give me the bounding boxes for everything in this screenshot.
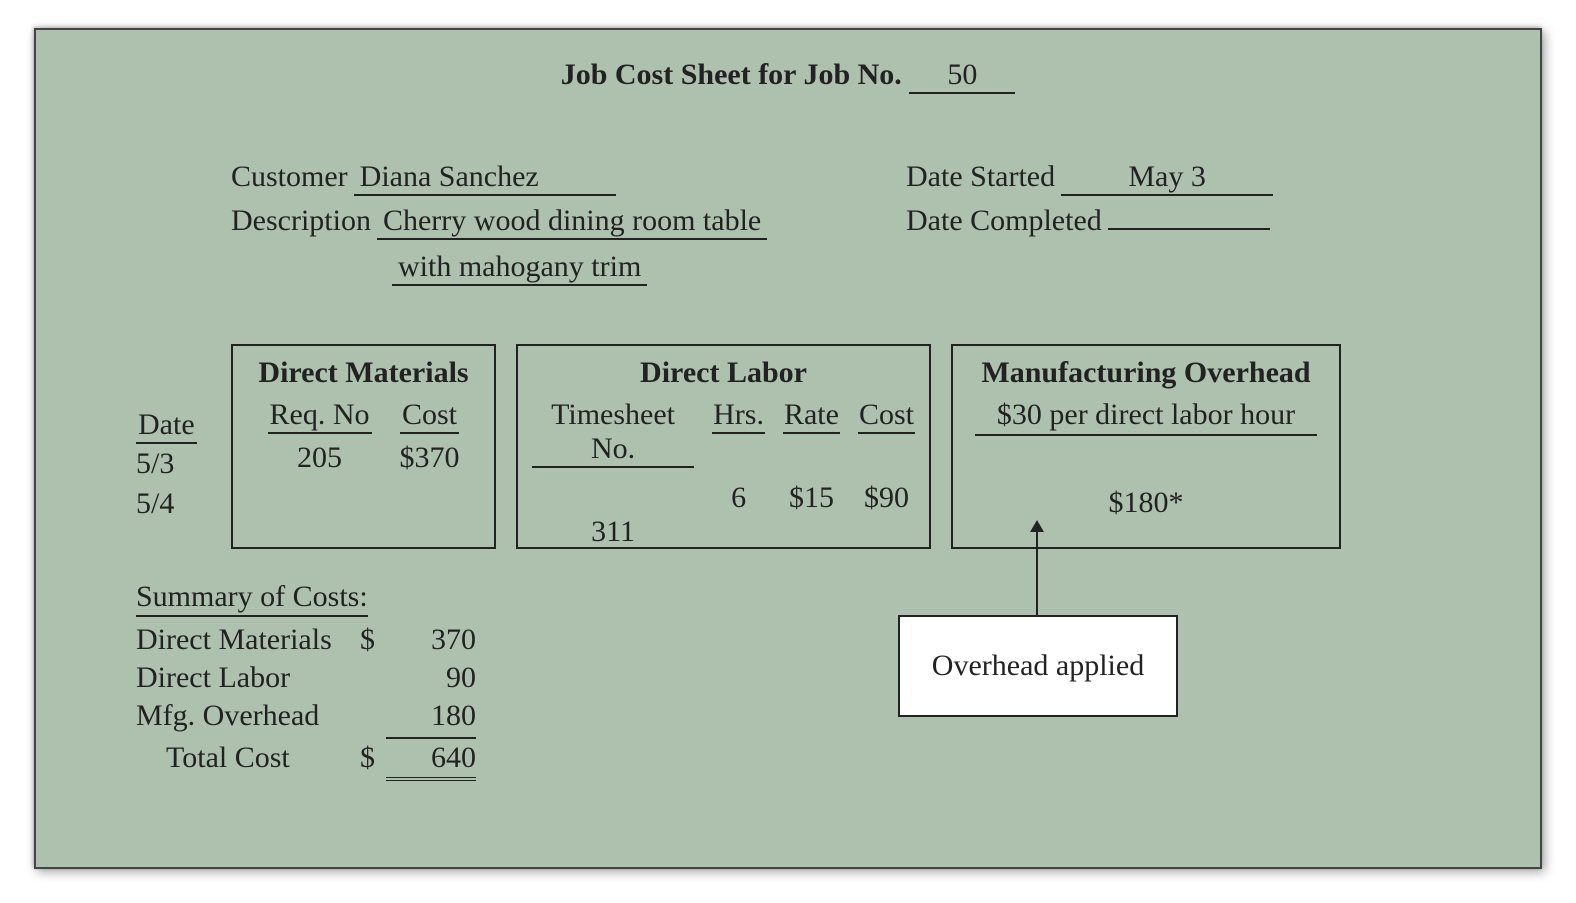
dl-hrs-1: 6 (712, 478, 765, 518)
customer-label: Customer (231, 160, 348, 194)
sum-total-cur: $ (356, 741, 386, 775)
overhead-subtitle: $30 per direct labor hour (975, 398, 1317, 436)
dl-col-cost: Cost $90 (858, 398, 915, 552)
overhead-title: Manufacturing Overhead (953, 356, 1339, 390)
dl-col-tsno: Timesheet No. 311 (532, 398, 694, 552)
dm-cost-0: $370 (400, 438, 460, 478)
date-completed-label: Date Completed (906, 204, 1102, 238)
dm-reqno-1 (268, 478, 372, 518)
description-row-2: with mahogany trim (231, 248, 1435, 286)
summary-block: Summary of Costs: Direct Materials $ 370… (136, 580, 476, 781)
sum-total-amt: 640 (386, 737, 476, 781)
sheet-title-prefix: Job Cost Sheet for Job No. (561, 58, 902, 91)
dl-cost-header: Cost (858, 398, 915, 434)
date-row-0: 5/3 (136, 444, 216, 484)
dl-col-rate: Rate $15 (783, 398, 840, 552)
overhead-box: Manufacturing Overhead $30 per direct la… (951, 344, 1341, 549)
dm-reqno-header: Req. No (268, 398, 372, 434)
dm-col-cost: Cost $370 (400, 398, 460, 518)
overhead-applied-callout: Overhead applied (898, 615, 1178, 717)
sum-total-label: Total Cost (136, 741, 356, 775)
summary-title: Summary of Costs: (136, 580, 368, 617)
dl-cost-1: $90 (858, 478, 915, 518)
sheet-title: Job Cost Sheet for Job No. 50 (36, 58, 1540, 94)
description-label: Description (231, 204, 371, 238)
header-dates: Date Started May 3 Date Completed (906, 160, 1273, 246)
date-column: Date 5/3 5/4 (136, 408, 216, 524)
sum-cur-0: $ (356, 623, 386, 657)
summary-table: Direct Materials $ 370 Direct Labor 90 M… (136, 623, 476, 781)
dl-cost-0 (858, 438, 915, 478)
dl-rate-0 (783, 438, 840, 478)
page: Job Cost Sheet for Job No. 50 Customer D… (0, 0, 1576, 903)
dm-cost-1 (400, 478, 460, 518)
sheet-job-number: 50 (909, 58, 1015, 94)
sum-amt-1: 90 (386, 661, 476, 695)
direct-labor-box: Direct Labor Timesheet No. 311 Hrs. 6 Ra… (516, 344, 931, 549)
overhead-applied-text: Overhead applied (932, 647, 1144, 685)
customer-value: Diana Sanchez (354, 160, 616, 196)
dl-rate-1: $15 (783, 478, 840, 518)
sum-label-1: Direct Labor (136, 661, 356, 695)
sum-label-2: Mfg. Overhead (136, 699, 356, 733)
sum-label-0: Direct Materials (136, 623, 356, 657)
cost-boxes-row: Date 5/3 5/4 Direct Materials Req. No 20… (136, 344, 1435, 549)
date-header: Date (136, 408, 197, 444)
sum-amt-2: 180 (386, 699, 476, 733)
job-cost-sheet-card: Job Cost Sheet for Job No. 50 Customer D… (34, 28, 1542, 869)
dl-tsno-1: 311 (532, 512, 694, 552)
dl-col-hrs: Hrs. 6 (712, 398, 765, 552)
header-block: Customer Diana Sanchez Description Cherr… (231, 160, 1435, 286)
direct-materials-box: Direct Materials Req. No 205 Cost $370 (231, 344, 496, 549)
dl-hrs-header: Hrs. (712, 398, 765, 434)
sum-amt-0: 370 (386, 623, 476, 657)
description-line2: with mahogany trim (392, 250, 647, 286)
overhead-value: $180* (953, 442, 1339, 520)
direct-labor-title: Direct Labor (518, 356, 929, 390)
date-started-value: May 3 (1061, 160, 1273, 196)
date-completed-value (1108, 228, 1270, 230)
direct-materials-title: Direct Materials (233, 356, 494, 390)
dm-cost-header: Cost (400, 398, 459, 434)
overhead-arrow (1036, 522, 1038, 615)
dl-hrs-0 (712, 438, 765, 478)
description-line1: Cherry wood dining room table (377, 204, 767, 240)
dl-tsno-header: Timesheet No. (532, 398, 694, 468)
dl-tsno-0 (532, 472, 694, 512)
dm-col-reqno: Req. No 205 (268, 398, 372, 518)
dm-reqno-0: 205 (268, 438, 372, 478)
date-started-label: Date Started (906, 160, 1055, 194)
date-row-1: 5/4 (136, 484, 216, 524)
date-completed-row: Date Completed (906, 204, 1273, 238)
date-started-row: Date Started May 3 (906, 160, 1273, 196)
dl-rate-header: Rate (783, 398, 840, 434)
